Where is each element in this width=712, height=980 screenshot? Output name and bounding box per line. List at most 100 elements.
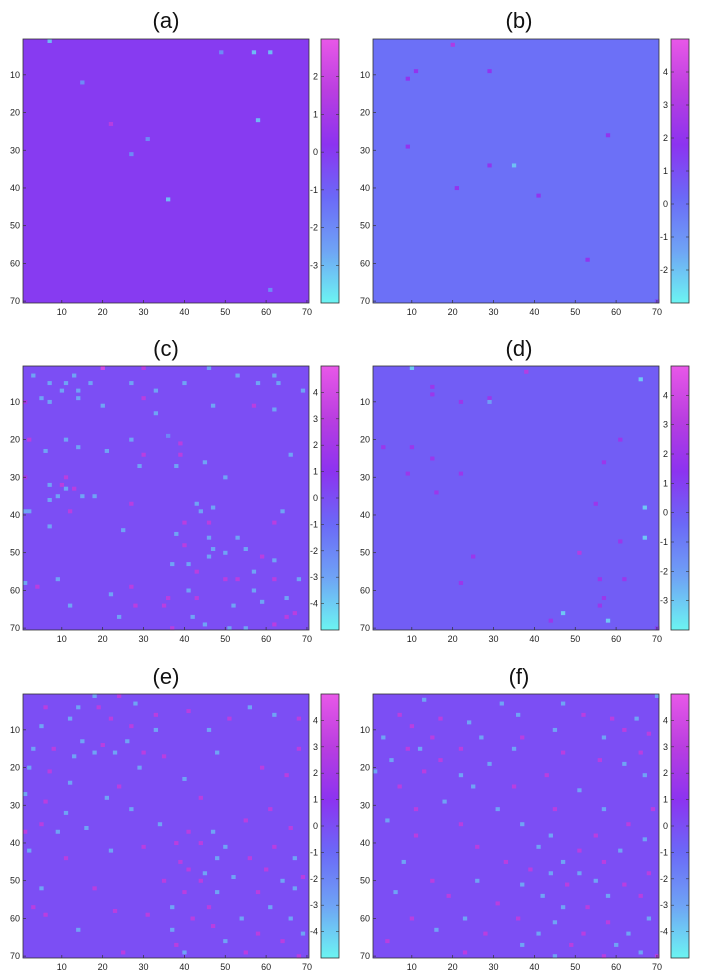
heatmap-cell <box>511 163 517 168</box>
heatmap-cell <box>243 547 248 551</box>
heatmap-cell <box>47 381 52 386</box>
heatmap-background <box>373 694 659 958</box>
colorbar-tick-label: -1 <box>310 847 318 857</box>
heatmap-cell <box>174 841 179 846</box>
x-tick-label: 60 <box>261 962 271 972</box>
heatmap-cell <box>503 859 509 864</box>
heatmap-cell <box>462 916 468 921</box>
heatmap-cell <box>430 456 435 461</box>
heatmap-cell <box>292 886 297 891</box>
heatmap-cell <box>255 381 261 386</box>
heatmap-cell <box>548 871 553 876</box>
colorbar-tick-label: 2 <box>663 133 668 143</box>
colorbar-tick-label: 2 <box>663 449 668 459</box>
heatmap-cell <box>434 927 439 932</box>
heatmap-cell <box>560 859 566 864</box>
heatmap-cell <box>405 471 410 476</box>
heatmap-cell <box>129 807 134 812</box>
heatmap-cell <box>80 494 85 499</box>
y-tick-label: 10 <box>360 725 370 735</box>
colorbar-tick-label: 0 <box>313 821 318 831</box>
heatmap-cell <box>206 535 212 540</box>
heatmap-background <box>23 694 309 958</box>
heatmap-cell <box>251 569 257 574</box>
heatmap-cell <box>39 886 44 891</box>
y-tick-label: 10 <box>10 725 20 735</box>
y-tick-label: 10 <box>10 70 20 80</box>
heatmap-cell <box>76 445 81 450</box>
heatmap-cell <box>243 626 248 631</box>
heatmap-cell <box>650 807 656 812</box>
heatmap-cell <box>27 509 32 514</box>
heatmap-cell <box>458 822 464 827</box>
colorbar-tick-label: -3 <box>310 900 318 910</box>
heatmap-cell <box>255 931 261 936</box>
heatmap-cell <box>137 765 142 770</box>
heatmap-cell <box>72 373 77 378</box>
heatmap-cell <box>593 833 598 838</box>
heatmap-cell <box>182 890 187 895</box>
colorbar-tick-label: 0 <box>663 821 668 831</box>
y-tick-label: 60 <box>360 913 370 923</box>
heatmap-cell <box>272 520 277 525</box>
heatmap-cell <box>479 735 484 740</box>
heatmap-cell <box>63 856 69 861</box>
heatmap-cell <box>409 366 415 370</box>
heatmap-cell <box>166 433 171 438</box>
heatmap-cell <box>511 746 517 751</box>
colorbar-tick-label: 1 <box>663 478 668 488</box>
heatmap-cell <box>255 890 261 895</box>
heatmap-cell <box>487 761 492 766</box>
heatmap-cell <box>215 856 220 861</box>
heatmap-cell <box>182 381 187 386</box>
heatmap-cell <box>72 754 77 759</box>
heatmap-cell <box>129 724 134 729</box>
heatmap-cell <box>288 826 293 830</box>
heatmap-cell <box>601 460 607 465</box>
heatmap-cell <box>215 750 220 755</box>
heatmap-cell <box>194 596 199 601</box>
heatmap-cell <box>393 890 398 895</box>
y-tick-label: 60 <box>360 258 370 268</box>
colorbar-tick-label: -1 <box>660 847 668 857</box>
heatmap-cell <box>638 377 643 382</box>
colorbar <box>670 365 690 631</box>
heatmap-cell <box>259 554 265 559</box>
heatmap-cell <box>284 596 289 601</box>
heatmap-cell <box>638 750 643 755</box>
heatmap-cell <box>300 931 306 936</box>
heatmap-cell <box>129 437 134 442</box>
heatmap-cell <box>43 705 48 710</box>
heatmap-background <box>23 39 309 303</box>
panel-title: (d) <box>506 336 533 361</box>
heatmap-cell <box>145 137 150 142</box>
heatmap-cell <box>198 509 203 514</box>
axes-frame <box>22 693 310 959</box>
colorbar-tick-label: -3 <box>310 260 318 270</box>
heatmap-cell <box>43 799 48 804</box>
heatmap-cell <box>577 550 582 555</box>
heatmap-cell <box>206 366 212 370</box>
heatmap-cell <box>581 712 586 717</box>
heatmap-cell <box>405 144 410 149</box>
heatmap-cell <box>536 931 541 936</box>
heatmap-cell <box>137 464 142 469</box>
heatmap-cell <box>397 712 402 717</box>
heatmap-cell <box>72 486 77 491</box>
y-tick-label: 20 <box>10 108 20 118</box>
y-tick-label: 60 <box>10 258 20 268</box>
heatmap-cell <box>528 867 533 872</box>
heatmap-cell <box>618 437 623 442</box>
y-tick-label: 50 <box>360 876 370 886</box>
heatmap-cell <box>198 795 203 800</box>
heatmap-cell <box>227 626 232 631</box>
colorbar-tick-label: -2 <box>660 566 668 576</box>
heatmap-cell <box>59 482 65 487</box>
heatmap-cell <box>438 758 443 763</box>
heatmap-cell <box>499 701 504 706</box>
heatmap-cell <box>31 746 36 751</box>
heatmap-cell <box>108 121 114 126</box>
heatmap-cell <box>614 942 619 947</box>
heatmap-cell <box>67 509 73 514</box>
colorbar-tick-label: 0 <box>663 508 668 518</box>
